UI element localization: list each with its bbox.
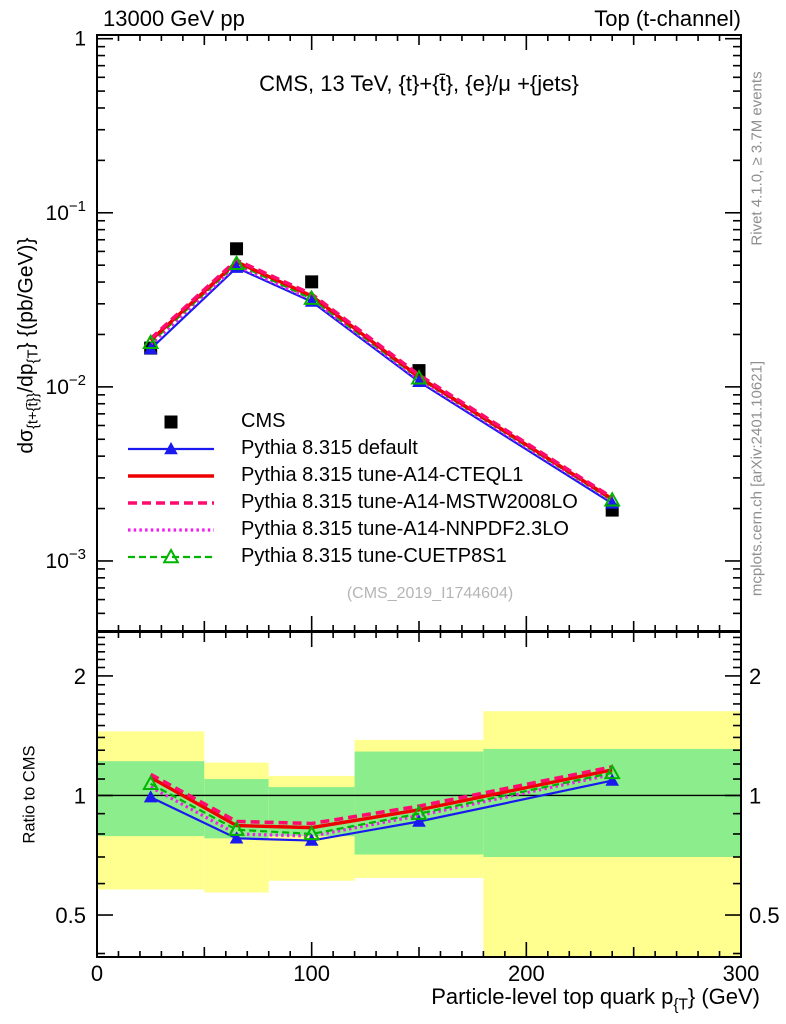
y-tick-label: 10−2	[46, 372, 86, 399]
legend-item-pythia-8.315-tune-cuetp8s1: Pythia 8.315 tune-CUETP8S1	[125, 543, 578, 570]
x-tick-label: 300	[723, 961, 760, 986]
y-tick-label: 10−3	[46, 546, 86, 573]
ratio-tick-label-right: 0.5	[749, 903, 780, 928]
ratio-band-green	[354, 751, 484, 855]
xlabel-sub: {T	[673, 996, 688, 1014]
xlabel-post: } (GeV)	[687, 984, 760, 1009]
xlabel-pre: Particle-level top quark p	[431, 984, 674, 1009]
uncertainty-bands	[97, 711, 741, 957]
ratio-tick-label-left: 0.5	[55, 903, 86, 928]
ylabel-pre: dσ	[14, 429, 38, 454]
mc-series-ratio-marker-pythia-8.315-default	[229, 831, 244, 844]
cms-data-point	[230, 242, 244, 256]
legend-marker-sample	[164, 441, 178, 454]
legend-sample-cms	[164, 415, 178, 428]
rivet-version-note: Rivet 4.1.0, ≥ 3.7M events	[748, 71, 766, 246]
mc-series-ratio-marker-pythia-8.315-tune-cuetp8s1	[603, 763, 621, 780]
mc-series-main-marker-pythia-8.315-tune-cuetp8s1	[142, 333, 160, 350]
legend-label: CMS	[241, 410, 286, 432]
mcplots-arxiv-note: mcplots.cern.ch [arXiv:2401.10621]	[748, 360, 766, 597]
ratio-tick-label-left: 2	[74, 664, 86, 689]
mc-series-ratio-marker-pythia-8.315-default	[143, 790, 158, 803]
ratio-tick-label-right: 1	[749, 783, 761, 808]
x-tick-label: 200	[508, 961, 545, 986]
legend-item-pythia-8.315-default: Pythia 8.315 default	[125, 435, 578, 462]
mc-series-main-line-pythia-8.315-tune-a14-mstw2008lo	[149, 258, 614, 500]
ratio-tick-label-right: 2	[749, 664, 761, 689]
mc-series-ratio-line-pythia-8.315-tune-cuetp8s1	[150, 771, 613, 836]
legend-item-pythia-8.315-tune-a14-nnpdf2.3lo: Pythia 8.315 tune-A14-NNPDF2.3LO	[125, 516, 578, 543]
mc-series-ratio-marker-pythia-8.315-tune-cuetp8s1	[303, 824, 321, 841]
ylabel-post: } {(pb/GeV)}	[14, 237, 38, 350]
axis-ticks	[96, 35, 742, 957]
mc-series-main	[142, 254, 621, 509]
legend-sample-pythia-8.315-default	[128, 441, 214, 454]
legend-label: Pythia 8.315 tune-CUETP8S1	[241, 545, 507, 567]
legend-item-cms: CMS	[125, 408, 578, 435]
cms-data-point	[305, 275, 319, 289]
mc-series-main-marker-pythia-8.315-tune-cuetp8s1	[228, 254, 246, 271]
ylabel-sub2: {T	[25, 349, 42, 364]
legend-marker-sample	[164, 415, 178, 428]
process-info: Top (t-channel)	[594, 6, 741, 31]
y-axis-label-main: dσ{t+{t̄}}/dp{T} {(pb/GeV)}	[14, 26, 41, 666]
mc-series-ratio	[142, 763, 621, 846]
ratio-tick-label-left: 1	[74, 783, 86, 808]
legend-sample-pythia-8.315-tune-a14-nnpdf2.3lo	[128, 527, 214, 532]
legend-label: Pythia 8.315 tune-A14-MSTW2008LO	[241, 491, 578, 513]
legend-marker-sample	[162, 547, 180, 563]
mc-series-ratio-marker-pythia-8.315-default	[412, 814, 426, 827]
mc-series-main-marker-pythia-8.315-tune-cuetp8s1	[303, 289, 321, 305]
mc-series-ratio-marker-pythia-8.315-tune-cuetp8s1	[228, 820, 246, 836]
legend-label: Pythia 8.315 tune-A14-CTEQL1	[241, 464, 524, 486]
legend-sample-pythia-8.315-tune-a14-cteql1	[128, 473, 214, 478]
legend-label: Pythia 8.315 tune-A14-NNPDF2.3LO	[241, 518, 569, 540]
y-tick-label: 1	[74, 28, 86, 51]
mc-series-ratio-line-pythia-8.315-tune-a14-mstw2008lo	[149, 765, 613, 826]
mc-series-ratio-marker-pythia-8.315-tune-cuetp8s1	[410, 804, 428, 820]
x-axis-label: Particle-level top quark p{T} (GeV)	[431, 984, 760, 1014]
legend-sample-pythia-8.315-tune-cuetp8s1	[128, 547, 214, 563]
plot-title: CMS, 13 TeV, {t}+{t̄}, {e}/μ +{jets}	[259, 71, 579, 96]
mc-series-ratio-marker-pythia-8.315-tune-cuetp8s1	[142, 774, 160, 791]
legend-label: Pythia 8.315 default	[241, 437, 418, 459]
ylabel-sub1: {t+{t̄}}	[25, 392, 42, 430]
legend-item-pythia-8.315-tune-a14-mstw2008lo: Pythia 8.315 tune-A14-MSTW2008LO	[125, 489, 578, 516]
y-tick-label: 10−1	[46, 198, 86, 225]
mc-series-ratio-marker-pythia-8.315-default	[605, 773, 619, 786]
mc-series-main-marker-pythia-8.315-tune-cuetp8s1	[603, 491, 621, 507]
x-tick-label: 0	[91, 961, 103, 986]
ylabel-mid: /dp	[14, 363, 38, 393]
x-tick-label: 100	[293, 961, 330, 986]
analysis-id-watermark: (CMS_2019_I1744604)	[346, 585, 514, 602]
tick-labels: 0 100 200 300 1 10−1 10−2 10−3 2 2 1 1 0.5 0.5	[46, 28, 780, 986]
legend: CMS Pythia 8.315 default Pythia 8.315 tune…	[125, 408, 578, 570]
mc-series-main-marker-pythia-8.315-tune-cuetp8s1	[410, 369, 428, 385]
legend-item-pythia-8.315-tune-a14-cteql1: Pythia 8.315 tune-A14-CTEQL1	[125, 462, 578, 489]
y-axis-label-ratio: Ratio to CMS	[20, 745, 39, 844]
beam-info: 13000 GeV pp	[103, 6, 245, 31]
legend-sample-pythia-8.315-tune-a14-mstw2008lo	[128, 500, 214, 505]
